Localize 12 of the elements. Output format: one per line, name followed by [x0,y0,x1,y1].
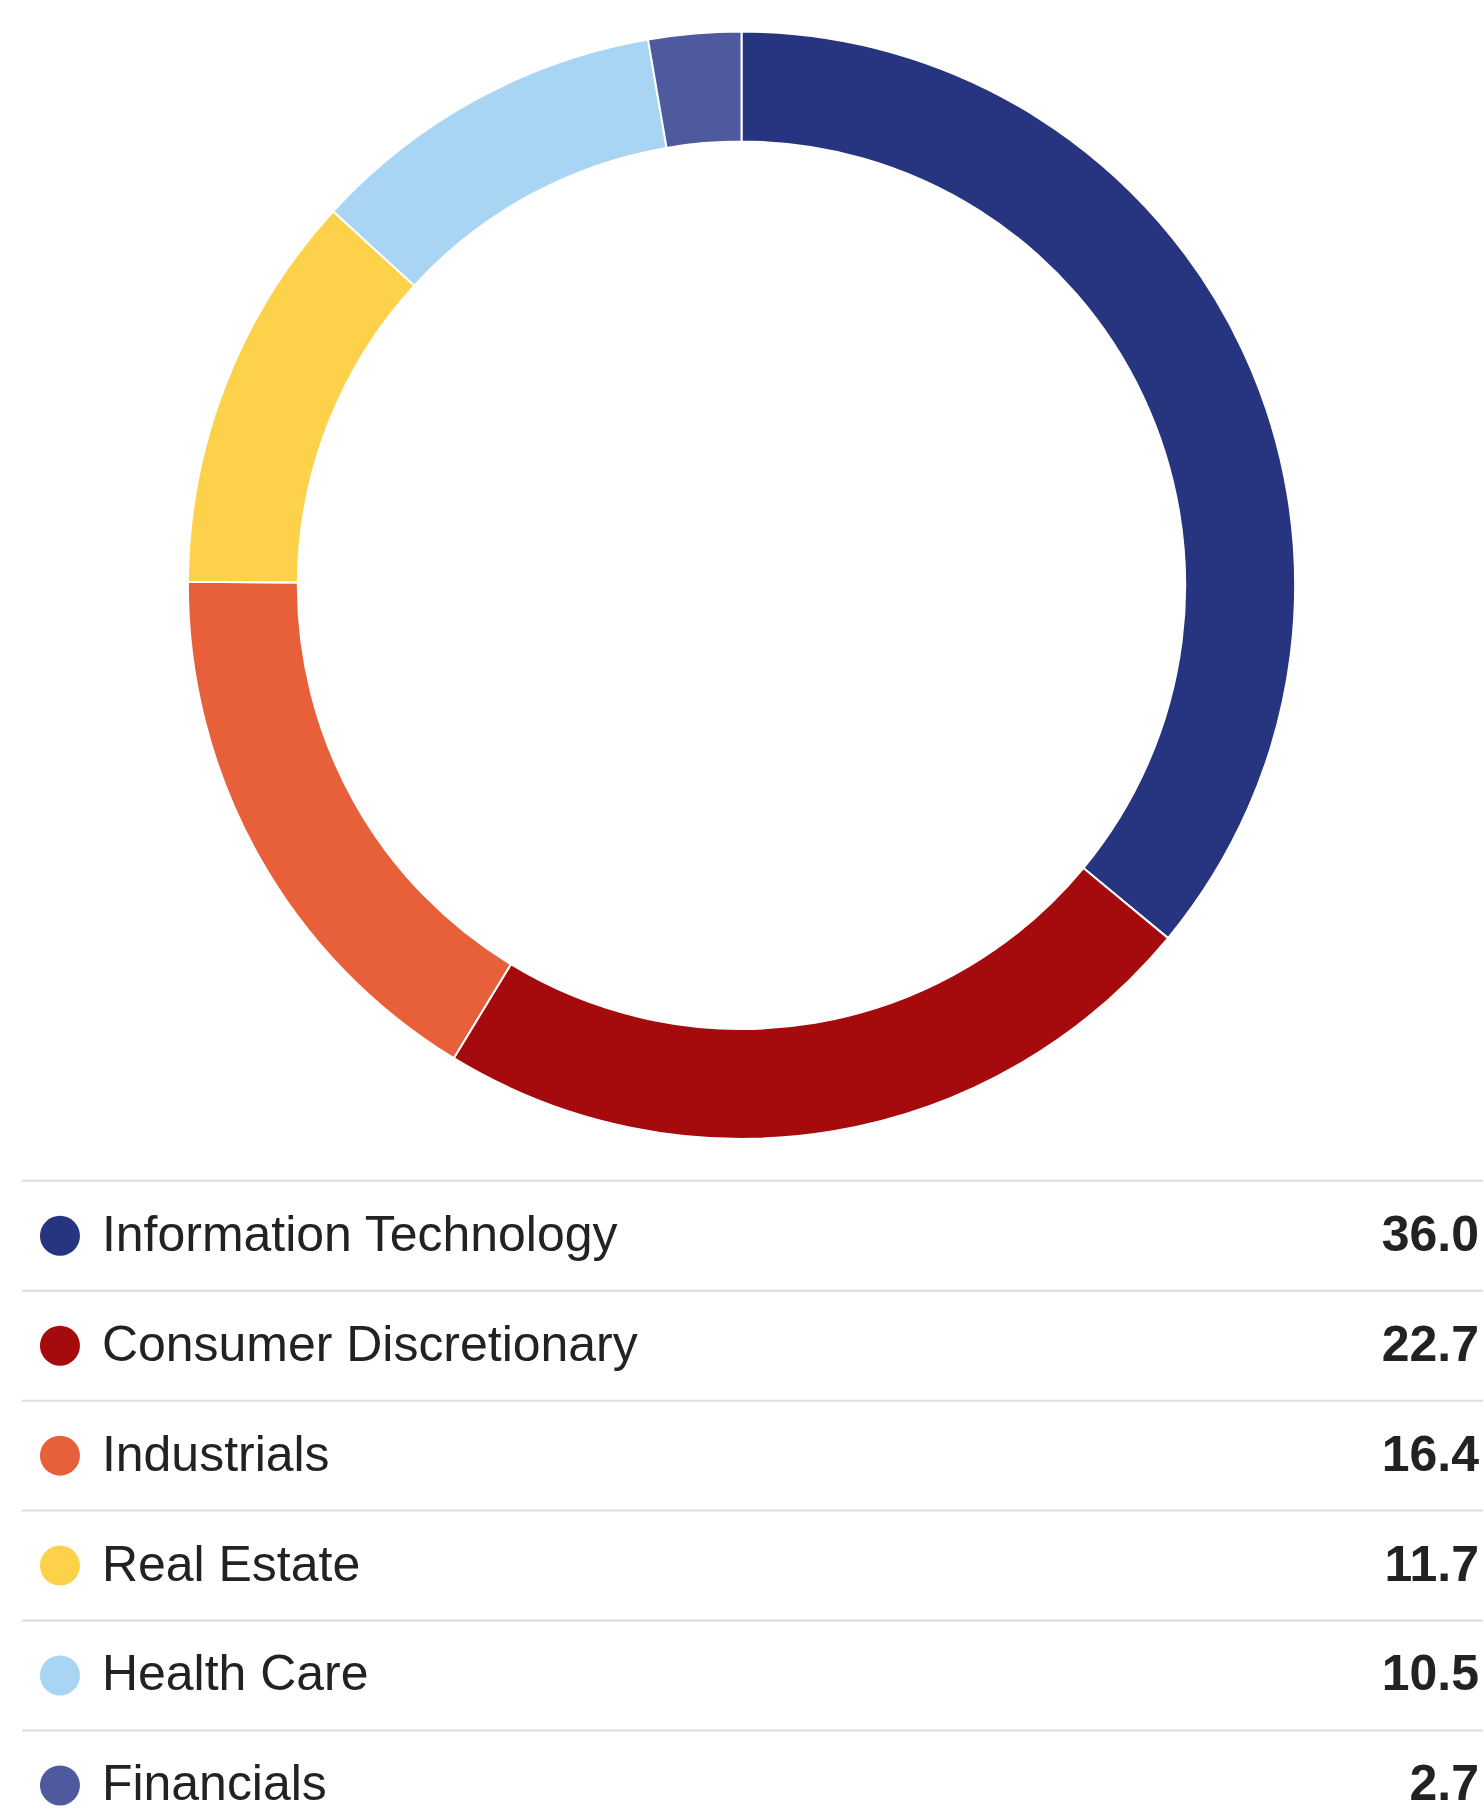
legend-label: Financials [101,1755,327,1809]
data-label: 36.0 [1381,1205,1479,1262]
legend-label: Consumer Discretionary [101,1315,638,1372]
data-label: 11.7 [1384,1535,1479,1592]
data-label: 10.5 [1381,1645,1479,1702]
legend-label: Industrials [101,1425,330,1482]
data-label: 16.4 [1381,1425,1480,1482]
legend-label: Information Technology [101,1205,618,1262]
legend-label: Real Estate [101,1535,361,1592]
legend-label: Health Care [101,1645,369,1702]
data-label: 2.7 [1409,1755,1479,1809]
data-label: 22.7 [1381,1315,1479,1372]
